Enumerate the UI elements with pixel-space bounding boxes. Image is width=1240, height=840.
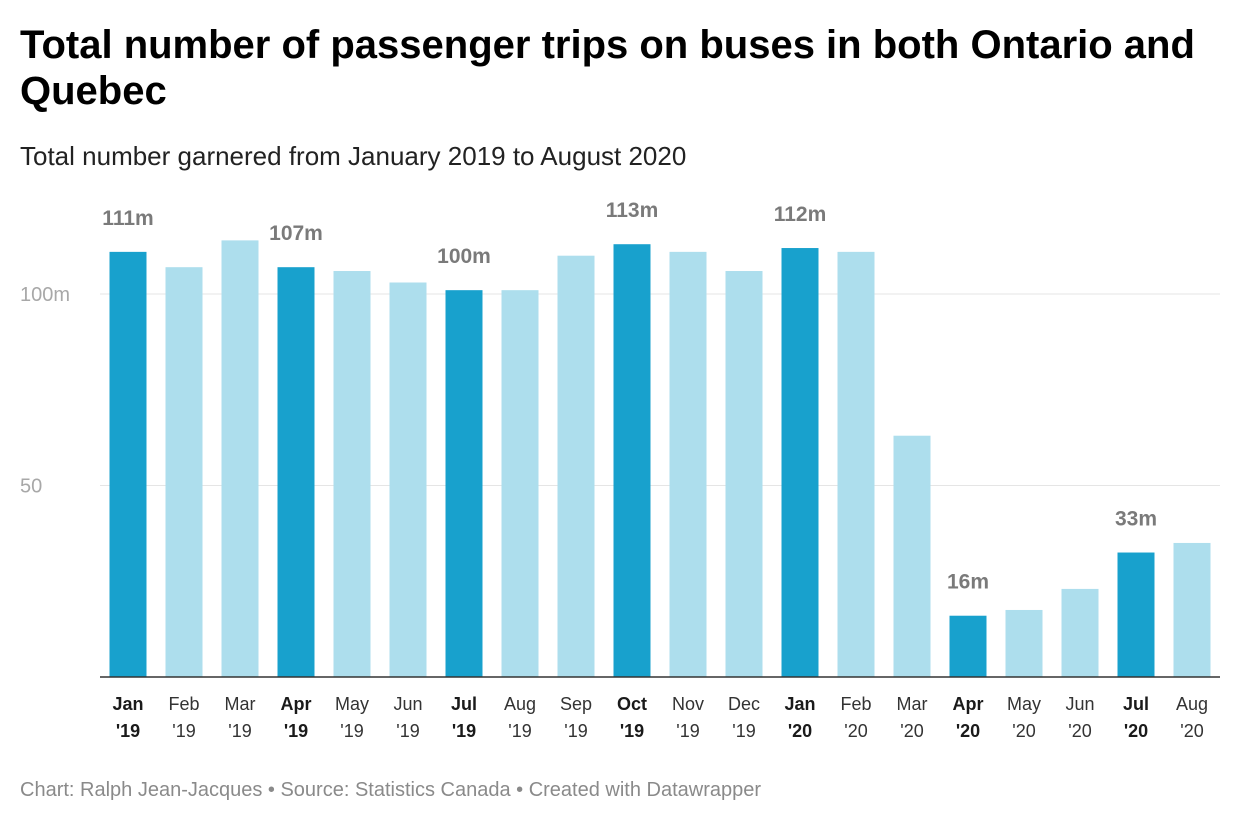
x-tick-month: Mar [225,694,256,714]
bar-may-19 [333,271,371,677]
chart-subtitle: Total number garnered from January 2019 … [20,141,687,171]
x-tick-year: '20 [788,721,812,741]
data-label: 113m [606,199,659,222]
x-tick-month: Jul [1123,694,1149,714]
x-tick-month: Dec [728,694,760,714]
bar-aug-19 [501,290,539,677]
data-label: 100m [437,245,491,268]
bar-aug-20 [1173,542,1211,677]
bar-may-20 [1005,609,1043,677]
bar-nov-19 [669,251,707,677]
x-tick-month: Sep [560,694,592,714]
y-tick-label: 50 [20,476,42,498]
bar-jul-20 [1117,552,1155,677]
x-tick-month: Jun [393,694,422,714]
x-tick-month: Jan [784,694,815,714]
data-labels: 111m 107m 100m 113m 112m 16m 33m [102,199,1157,594]
x-tick-month: Jan [112,694,143,714]
bar-sep-19 [557,255,595,677]
bar-oct-19 [613,244,651,677]
x-tick-year: '20 [900,721,923,741]
x-tick-year: '19 [620,721,644,741]
data-label: 111m [102,207,153,230]
x-tick-month: Apr [953,694,984,714]
x-tick-month: May [335,694,369,714]
bar-feb-19 [165,267,203,677]
bar-apr-20 [949,615,987,677]
data-label: 112m [774,203,827,226]
data-label: 33m [1115,508,1157,531]
x-tick-year: '19 [396,721,419,741]
bar-apr-19 [277,267,315,677]
chart-title: Total number of passenger trips on buses… [20,23,1195,113]
bar-jun-19 [389,282,427,677]
y-tick-label: 100m [20,284,70,306]
x-tick-month: Aug [1176,694,1208,714]
x-axis-ticks: Jan '19 Feb '19 Mar '19 Apr '19 May '19 Jun '19 Jul '… [112,694,1208,741]
bar-chart: 50 100m 111m 107m 100m 113m 112m 16m 33m Jan '19… [20,199,1220,741]
chart-footer: Chart: Ralph Jean-Jacques • Source: Stat… [20,779,762,801]
x-tick-year: '19 [508,721,531,741]
x-tick-month: Jun [1065,694,1094,714]
x-tick-month: Jul [451,694,477,714]
x-tick-year: '20 [956,721,980,741]
bar-mar-19 [221,240,259,677]
x-tick-month: Aug [504,694,536,714]
x-tick-month: Nov [672,694,704,714]
bar-feb-20 [837,251,875,677]
x-tick-year: '19 [340,721,363,741]
x-tick-month: Feb [840,694,871,714]
bar-jan-19 [109,251,147,677]
x-tick-year: '20 [1124,721,1148,741]
x-tick-year: '20 [1068,721,1091,741]
x-tick-year: '19 [228,721,251,741]
x-tick-year: '20 [1180,721,1203,741]
x-tick-month: Feb [168,694,199,714]
data-label: 16m [947,571,989,594]
x-tick-month: Apr [281,694,312,714]
x-tick-year: '19 [172,721,195,741]
bar-mar-20 [893,435,931,677]
bars [109,240,1211,678]
x-tick-year: '20 [844,721,867,741]
bar-jun-20 [1061,588,1099,677]
x-tick-month: May [1007,694,1041,714]
bar-jul-19 [445,290,483,677]
x-tick-year: '19 [284,721,308,741]
data-label: 107m [269,222,323,245]
x-tick-month: Mar [897,694,928,714]
x-tick-month: Oct [617,694,647,714]
x-tick-year: '19 [452,721,476,741]
x-tick-year: '19 [676,721,699,741]
x-tick-year: '19 [564,721,587,741]
bar-dec-19 [725,271,763,677]
x-tick-year: '20 [1012,721,1035,741]
x-tick-year: '19 [116,721,140,741]
x-tick-year: '19 [732,721,755,741]
bar-jan-20 [781,248,819,678]
